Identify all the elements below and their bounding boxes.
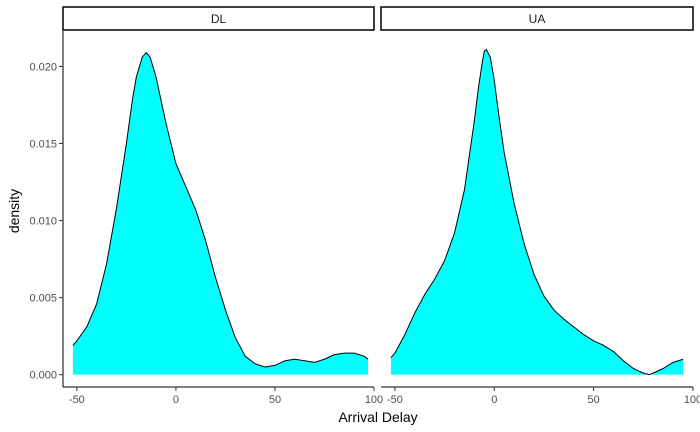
x-tick-label: 100 <box>684 394 700 406</box>
y-tick-label: 0.015 <box>29 139 57 151</box>
density-area-dl <box>72 52 369 375</box>
y-tick-label: 0.000 <box>29 370 57 382</box>
density-line-ua <box>390 48 684 376</box>
y-tick-label: 0.020 <box>29 61 57 73</box>
density-area-ua <box>390 49 684 375</box>
facets-layer: DL -50 0 50 100 UA -50 0 50 100 <box>62 6 700 406</box>
y-tick-label: 0.005 <box>29 293 57 305</box>
x-tick-label: 100 <box>365 394 383 406</box>
facet-panel-dl: DL -50 0 50 100 <box>62 6 383 406</box>
facet-strip <box>380 6 694 31</box>
density-line-dl <box>72 52 369 368</box>
x-tick-label: -50 <box>69 394 85 406</box>
y-axis: 0.000 0.005 0.010 0.015 0.020 <box>29 31 64 387</box>
x-tick-label: 0 <box>491 394 497 406</box>
x-tick-label: -50 <box>387 394 403 406</box>
facet-panel-ua: UA -50 0 50 100 <box>380 6 700 406</box>
facet-strip-label: DL <box>211 12 227 26</box>
x-tick-label: 50 <box>269 394 281 406</box>
x-tick-label: 50 <box>588 394 600 406</box>
facet-strip <box>62 6 375 31</box>
x-tick-label: 0 <box>173 394 179 406</box>
x-axis-title: Arrival Delay <box>338 409 417 425</box>
facet-strip-label: UA <box>529 12 546 26</box>
y-axis-title: density <box>6 189 22 233</box>
y-tick-label: 0.010 <box>29 216 57 228</box>
